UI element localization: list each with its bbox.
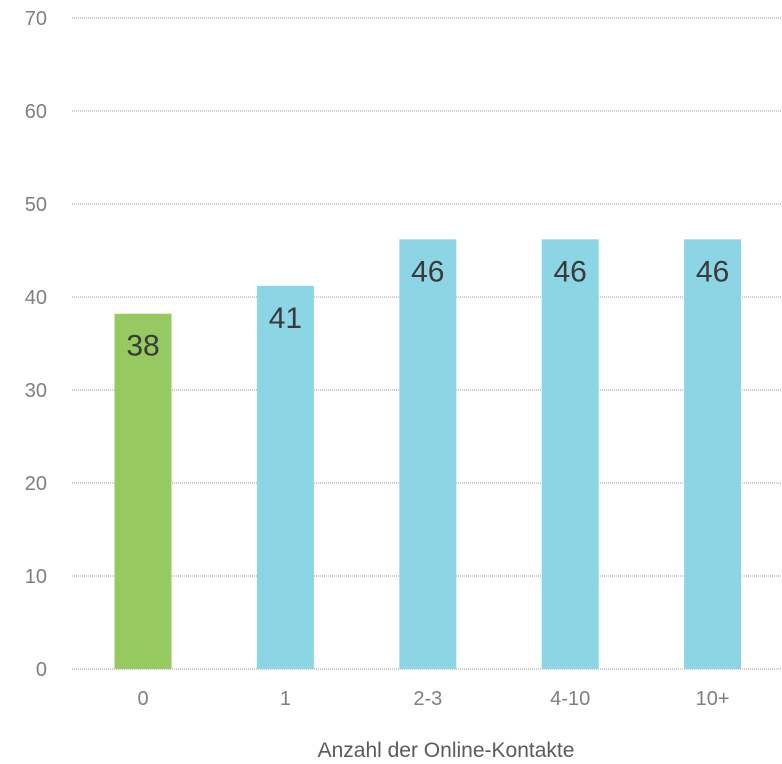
data-label: 46 (696, 255, 729, 288)
y-axis-tick-labels: 0 10 20 30 40 50 60 70 (25, 8, 47, 681)
y-tick-label: 60 (25, 101, 47, 123)
y-tick-label: 10 (25, 566, 47, 588)
data-label: 41 (269, 302, 302, 335)
y-tick-label: 50 (25, 194, 47, 216)
x-tick-label: 1 (280, 688, 291, 710)
x-axis-title: Anzahl der Online-Kontakte (318, 739, 575, 762)
bars (115, 239, 742, 669)
data-label: 46 (554, 255, 587, 288)
data-label: 38 (126, 330, 159, 363)
y-tick-label: 30 (25, 380, 47, 402)
y-tick-label: 0 (36, 659, 47, 681)
bar (257, 286, 314, 669)
y-tick-label: 70 (25, 8, 47, 30)
y-tick-label: 20 (25, 473, 47, 495)
bar (399, 239, 456, 669)
x-tick-label: 4-10 (550, 688, 590, 710)
bar (542, 239, 599, 669)
bar (115, 314, 172, 669)
x-tick-label: 0 (137, 688, 148, 710)
y-tick-label: 40 (25, 287, 47, 309)
x-axis-tick-labels: 0 1 2-3 4-10 10+ (137, 688, 729, 710)
x-tick-label: 2-3 (413, 688, 442, 710)
x-tick-label: 10+ (696, 688, 730, 710)
bar (684, 239, 741, 669)
data-label: 46 (411, 255, 444, 288)
